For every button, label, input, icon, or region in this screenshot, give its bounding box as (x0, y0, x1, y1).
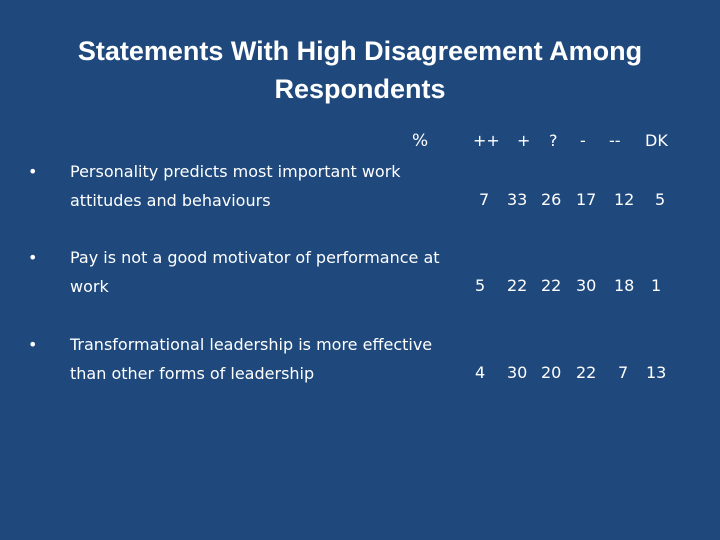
header-dont-know: DK (645, 131, 668, 150)
bullet: • (28, 335, 38, 354)
slide-title: Statements With High Disagreement Among … (77, 36, 643, 104)
value-strongly-disagree: 7 (618, 363, 629, 382)
statement-text: Transformational leadership is more effe… (70, 335, 433, 383)
value-agree: 33 (507, 190, 528, 209)
statement-text: Personality predicts most important work… (70, 162, 401, 210)
bullet: • (28, 248, 38, 267)
value-disagree: 22 (576, 363, 597, 382)
value-strongly-agree: 7 (479, 190, 490, 209)
value-disagree: 30 (576, 276, 597, 295)
statement-item: • Transformational leadership is more ef… (28, 330, 448, 388)
value-agree: 30 (507, 363, 528, 382)
bullet: • (28, 162, 38, 181)
percent-label: % (412, 131, 429, 151)
header-disagree: - (580, 131, 586, 150)
statement-item: • Pay is not a good motivator of perform… (28, 243, 448, 301)
value-strongly-agree: 5 (475, 276, 486, 295)
value-unsure: 22 (541, 276, 562, 295)
value-dont-know: 1 (651, 276, 662, 295)
value-strongly-agree: 4 (475, 363, 486, 382)
value-unsure: 20 (541, 363, 562, 382)
value-dont-know: 5 (655, 190, 666, 209)
value-unsure: 26 (541, 190, 562, 209)
header-agree: + (517, 131, 531, 150)
value-agree: 22 (507, 276, 528, 295)
statement-item: • Personality predicts most important wo… (28, 157, 448, 215)
header-unsure: ? (549, 131, 558, 150)
header-strongly-disagree: -- (609, 131, 621, 150)
statement-text: Pay is not a good motivator of performan… (70, 248, 440, 296)
header-strongly-agree: ++ (473, 131, 500, 150)
value-disagree: 17 (576, 190, 597, 209)
value-strongly-disagree: 18 (614, 276, 635, 295)
value-dont-know: 13 (646, 363, 667, 382)
value-strongly-disagree: 12 (614, 190, 635, 209)
